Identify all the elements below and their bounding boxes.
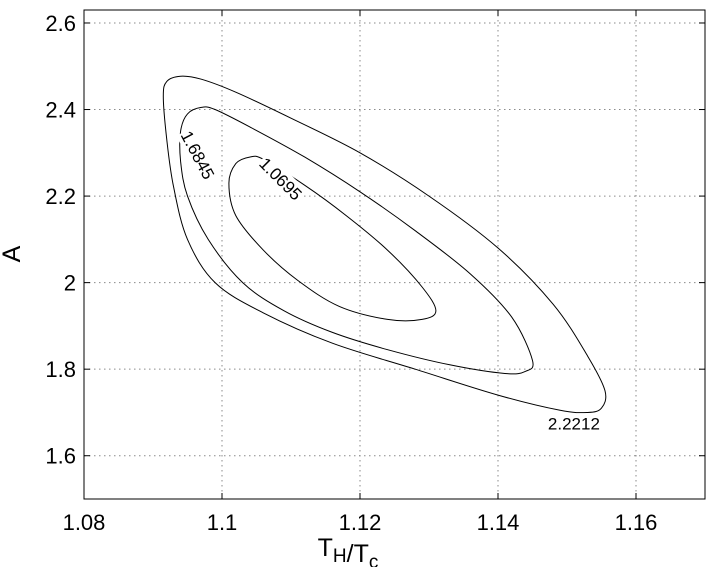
x-axis-label: TH/Tc bbox=[318, 534, 379, 567]
contour-label-bg bbox=[176, 126, 220, 184]
y-axis-label: A bbox=[0, 245, 26, 262]
plot-frame bbox=[83, 9, 706, 500]
x-tick-label: 1.16 bbox=[615, 510, 658, 535]
y-tick-label: 1.8 bbox=[45, 357, 76, 382]
y-tick-label: 2.6 bbox=[45, 11, 76, 36]
y-tick-label: 1.6 bbox=[45, 444, 76, 469]
y-tick-label: 2.2 bbox=[45, 184, 76, 209]
y-tick-label: 2.4 bbox=[45, 98, 76, 123]
axis-ticks bbox=[83, 10, 705, 499]
contour-label: 2.2212 bbox=[546, 413, 601, 434]
x-tick-label: 1.08 bbox=[63, 510, 106, 535]
contour-line-1.0695 bbox=[228, 155, 437, 322]
x-tick-label: 1.14 bbox=[477, 510, 520, 535]
x-tick-label: 1.1 bbox=[207, 510, 238, 535]
y-tick-label: 2 bbox=[64, 271, 76, 296]
x-tick-label: 1.12 bbox=[339, 510, 382, 535]
contour-label-bg bbox=[254, 152, 307, 205]
contour-line-1.6845 bbox=[179, 106, 534, 375]
tick-labels: 1.08 1.1 1.12 1.14 1.16 1.6 1.8 2 2.2 2.4 2.6 bbox=[45, 11, 657, 535]
contour-lines bbox=[162, 75, 607, 414]
contour-line-2.2212 bbox=[162, 75, 607, 414]
grid bbox=[84, 10, 705, 499]
plot-area bbox=[84, 10, 705, 499]
contour-label-text: 2.2212 bbox=[548, 414, 600, 433]
svg-text:TH/Tc: TH/Tc bbox=[318, 534, 379, 567]
contour-label-bg bbox=[546, 413, 601, 434]
